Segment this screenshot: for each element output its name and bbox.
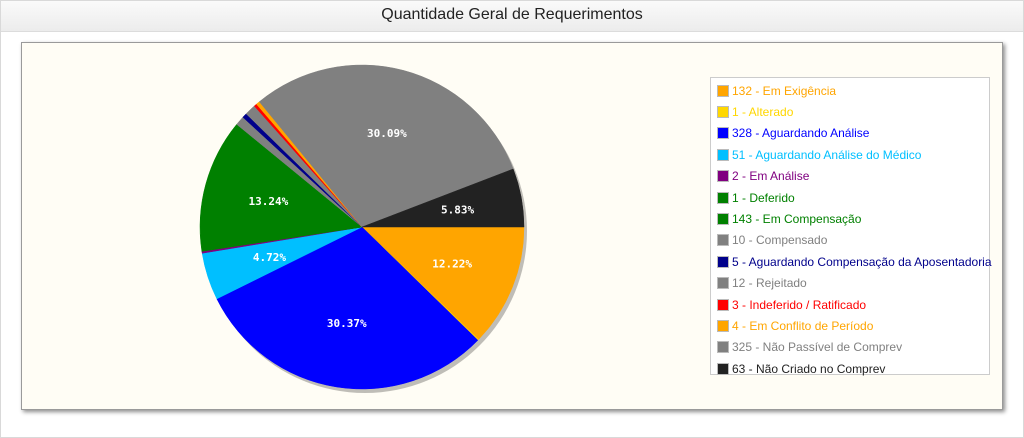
legend-swatch bbox=[717, 84, 729, 97]
legend-swatch bbox=[717, 234, 729, 247]
legend-label: 132 - Em Exigência bbox=[732, 83, 837, 98]
legend-swatch bbox=[717, 148, 729, 161]
panel-header: Quantidade Geral de Requerimentos bbox=[1, 1, 1023, 32]
legend-item[interactable]: 12 - Rejeitado bbox=[711, 273, 989, 294]
legend-item[interactable]: 143 - Em Compensação bbox=[711, 208, 989, 229]
legend-label: 4 - Em Conflito de Período bbox=[732, 318, 874, 333]
legend-item[interactable]: 132 - Em Exigência bbox=[711, 80, 989, 101]
slice-percent-label: 5.83% bbox=[441, 203, 474, 216]
slice-percent-label: 12.22% bbox=[432, 257, 472, 270]
legend-label: 51 - Aguardando Análise do Médico bbox=[732, 147, 922, 162]
pie-slice[interactable] bbox=[361, 226, 525, 340]
legend-item[interactable]: 4 - Em Conflito de Período bbox=[711, 315, 989, 336]
legend-item[interactable]: 1 - Alterado bbox=[711, 101, 989, 122]
legend-swatch bbox=[717, 127, 729, 140]
slice-percent-label: 30.09% bbox=[367, 127, 407, 140]
legend-label: 12 - Rejeitado bbox=[732, 276, 807, 291]
legend-item[interactable]: 1 - Deferido bbox=[711, 187, 989, 208]
legend-swatch bbox=[717, 341, 729, 354]
pie-slice[interactable] bbox=[361, 168, 525, 228]
pie-slice[interactable] bbox=[199, 123, 363, 251]
legend-label: 5 - Aguardando Compensação da Aposentado… bbox=[732, 254, 992, 269]
legend-swatch bbox=[717, 255, 729, 268]
legend-label: 1 - Deferido bbox=[732, 190, 795, 205]
slice-percent-label: 4.72% bbox=[253, 251, 286, 264]
legend-swatch bbox=[717, 319, 729, 332]
legend-swatch bbox=[717, 106, 729, 119]
chart-legend: 132 - Em Exigência 1 - Alterado 328 - Agua… bbox=[710, 77, 992, 376]
legend-swatch bbox=[717, 213, 729, 226]
legend-label: 328 - Aguardando Análise bbox=[732, 126, 870, 141]
legend-label: 10 - Compensado bbox=[732, 233, 828, 248]
legend-swatch bbox=[717, 277, 729, 290]
pie-chart: 12.22% 30.37% 4.72% 13.24% 30.09% 5.83% bbox=[199, 64, 527, 393]
legend-label: 1 - Alterado bbox=[732, 105, 794, 120]
legend-label: 63 - Não Criado no Comprev bbox=[732, 361, 886, 376]
legend-item[interactable]: 2 - Em Análise bbox=[711, 166, 989, 187]
chart-area: 12.22% 30.37% 4.72% 13.24% 30.09% 5.83% 132 -… bbox=[21, 42, 1003, 410]
slice-percent-label: 30.37% bbox=[327, 317, 367, 330]
legend-swatch bbox=[717, 298, 729, 311]
legend-item[interactable]: 325 - Não Passível de Comprev bbox=[711, 337, 989, 358]
page-title: Quantidade Geral de Requerimentos bbox=[381, 6, 643, 23]
panel-content: 12.22% 30.37% 4.72% 13.24% 30.09% 5.83% 132 -… bbox=[1, 32, 1023, 437]
legend-label: 3 - Indeferido / Ratificado bbox=[732, 297, 867, 312]
legend-swatch bbox=[717, 362, 729, 375]
legend-label: 2 - Em Análise bbox=[732, 169, 810, 184]
legend-item[interactable]: 63 - Não Criado no Comprev bbox=[711, 358, 989, 379]
slice-percent-label: 13.24% bbox=[248, 195, 288, 208]
legend-swatch bbox=[717, 191, 729, 204]
legend-label: 143 - Em Compensação bbox=[732, 212, 862, 227]
legend-item[interactable]: 3 - Indeferido / Ratificado bbox=[711, 294, 989, 315]
legend-swatch bbox=[717, 170, 729, 183]
legend-item[interactable]: 5 - Aguardando Compensação da Aposentado… bbox=[711, 251, 992, 272]
legend-label: 325 - Não Passível de Comprev bbox=[732, 340, 903, 355]
pie-slice[interactable] bbox=[258, 64, 514, 228]
legend-item[interactable]: 10 - Compensado bbox=[711, 230, 989, 251]
legend-item[interactable]: 51 - Aguardando Análise do Médico bbox=[711, 144, 989, 165]
pie-slice[interactable] bbox=[216, 226, 479, 390]
legend-item[interactable]: 328 - Aguardando Análise bbox=[711, 123, 989, 144]
